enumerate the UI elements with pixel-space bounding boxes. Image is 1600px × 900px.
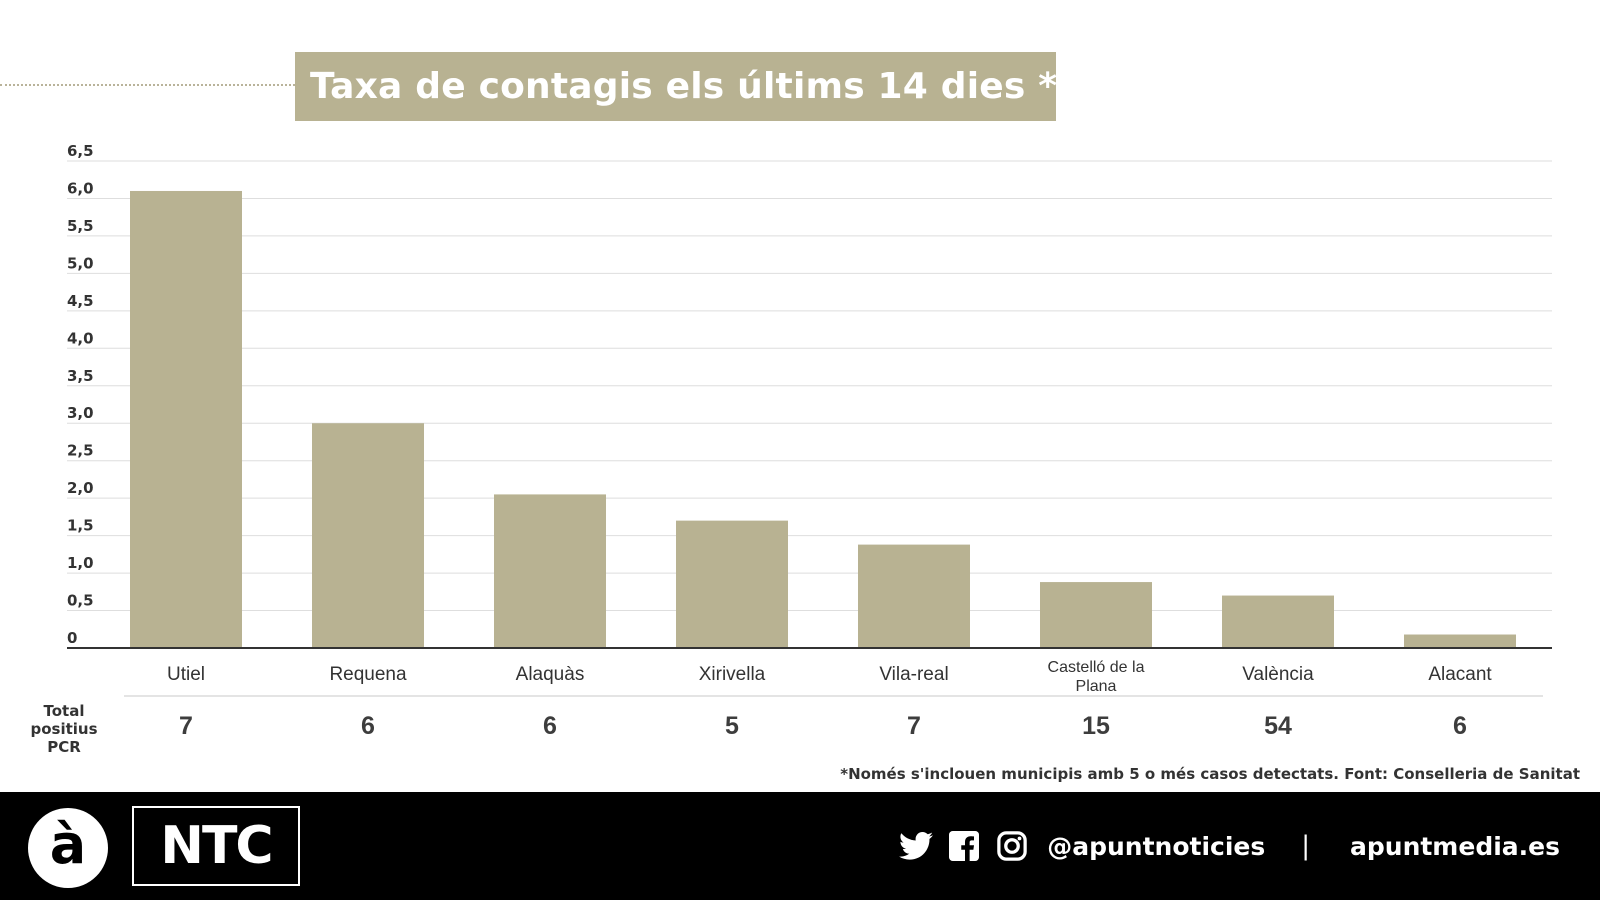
y-tick-label: 2,0 (67, 479, 94, 497)
facebook-icon[interactable] (947, 829, 981, 863)
instagram-icon[interactable] (995, 829, 1029, 863)
pcr-total-value: 6 (361, 712, 375, 740)
website-link[interactable]: apuntmedia.es (1350, 831, 1560, 861)
y-tick-label: 6,0 (67, 179, 94, 197)
bar (1222, 595, 1334, 648)
x-category-label: Xirivella (699, 664, 766, 685)
pcr-total-value: 6 (1453, 712, 1467, 740)
y-tick-label: 0 (67, 629, 77, 647)
bar-chart: 0 0,5 1,0 1,5 2,0 2,5 3,0 3,5 4,0 4,5 5,0 5,5 6,0 6,5… (67, 142, 1552, 740)
apunt-logo[interactable]: à (28, 808, 108, 888)
x-category-label: Castelló de la Plana (1048, 659, 1145, 695)
apunt-logo-letter: à (49, 813, 87, 876)
x-category-label: Alacant (1428, 664, 1492, 685)
social-handle[interactable]: @apuntnoticies (1047, 831, 1266, 861)
bar (858, 544, 970, 648)
y-tick-label: 3,5 (67, 367, 94, 385)
x-category-label: València (1242, 664, 1314, 685)
pcr-row-label: Total positius PCR (22, 702, 106, 756)
pcr-total-value: 6 (543, 712, 557, 740)
pcr-total-value: 15 (1082, 712, 1110, 740)
pcr-total-value: 7 (907, 712, 921, 740)
y-tick-label: 1,0 (67, 554, 94, 572)
footer-separator: | (1301, 831, 1310, 861)
title-dotted-rule (0, 84, 295, 86)
ntc-logo-text: NTC (160, 816, 273, 876)
twitter-icon[interactable] (899, 829, 934, 863)
pcr-row-label-line: PCR (47, 738, 81, 756)
x-category-label: Requena (329, 664, 407, 685)
footer-bar: à NTC @apuntnoticies | apuntmedia.es (0, 792, 1600, 900)
y-tick-label: 4,0 (67, 329, 94, 347)
bar (312, 423, 424, 648)
pcr-total-value: 7 (179, 712, 193, 740)
y-tick-label: 5,5 (67, 217, 94, 235)
y-tick-label: 1,5 (67, 517, 94, 535)
chart-title: Taxa de contagis els últims 14 dies * (310, 66, 1058, 107)
bar (494, 494, 606, 648)
bar (1040, 582, 1152, 648)
x-category-label: Utiel (167, 664, 205, 685)
ntc-logo[interactable]: NTC (132, 806, 300, 886)
y-tick-label: 3,0 (67, 404, 94, 422)
y-tick-label: 4,5 (67, 292, 94, 310)
pcr-row-label-line: positius (30, 720, 98, 738)
x-category-label: Alaquàs (516, 664, 585, 685)
bar (130, 190, 242, 648)
pcr-total-value: 5 (725, 712, 739, 740)
y-tick-label: 5,0 (67, 254, 94, 272)
social-links: @apuntnoticies | apuntmedia.es (899, 822, 1560, 870)
title-banner: Taxa de contagis els últims 14 dies * (295, 52, 1058, 121)
pcr-total-value: 54 (1264, 712, 1292, 740)
pcr-row-label-line: Total (43, 702, 85, 720)
source-footnote: *Només s'inclouen municipis amb 5 o més … (840, 765, 1580, 783)
y-tick-label: 6,5 (67, 142, 94, 160)
x-category-label: Vila-real (879, 664, 948, 685)
y-tick-label: 2,5 (67, 442, 94, 460)
bar (676, 520, 788, 648)
bar (1404, 634, 1516, 648)
y-tick-label: 0,5 (67, 592, 94, 610)
